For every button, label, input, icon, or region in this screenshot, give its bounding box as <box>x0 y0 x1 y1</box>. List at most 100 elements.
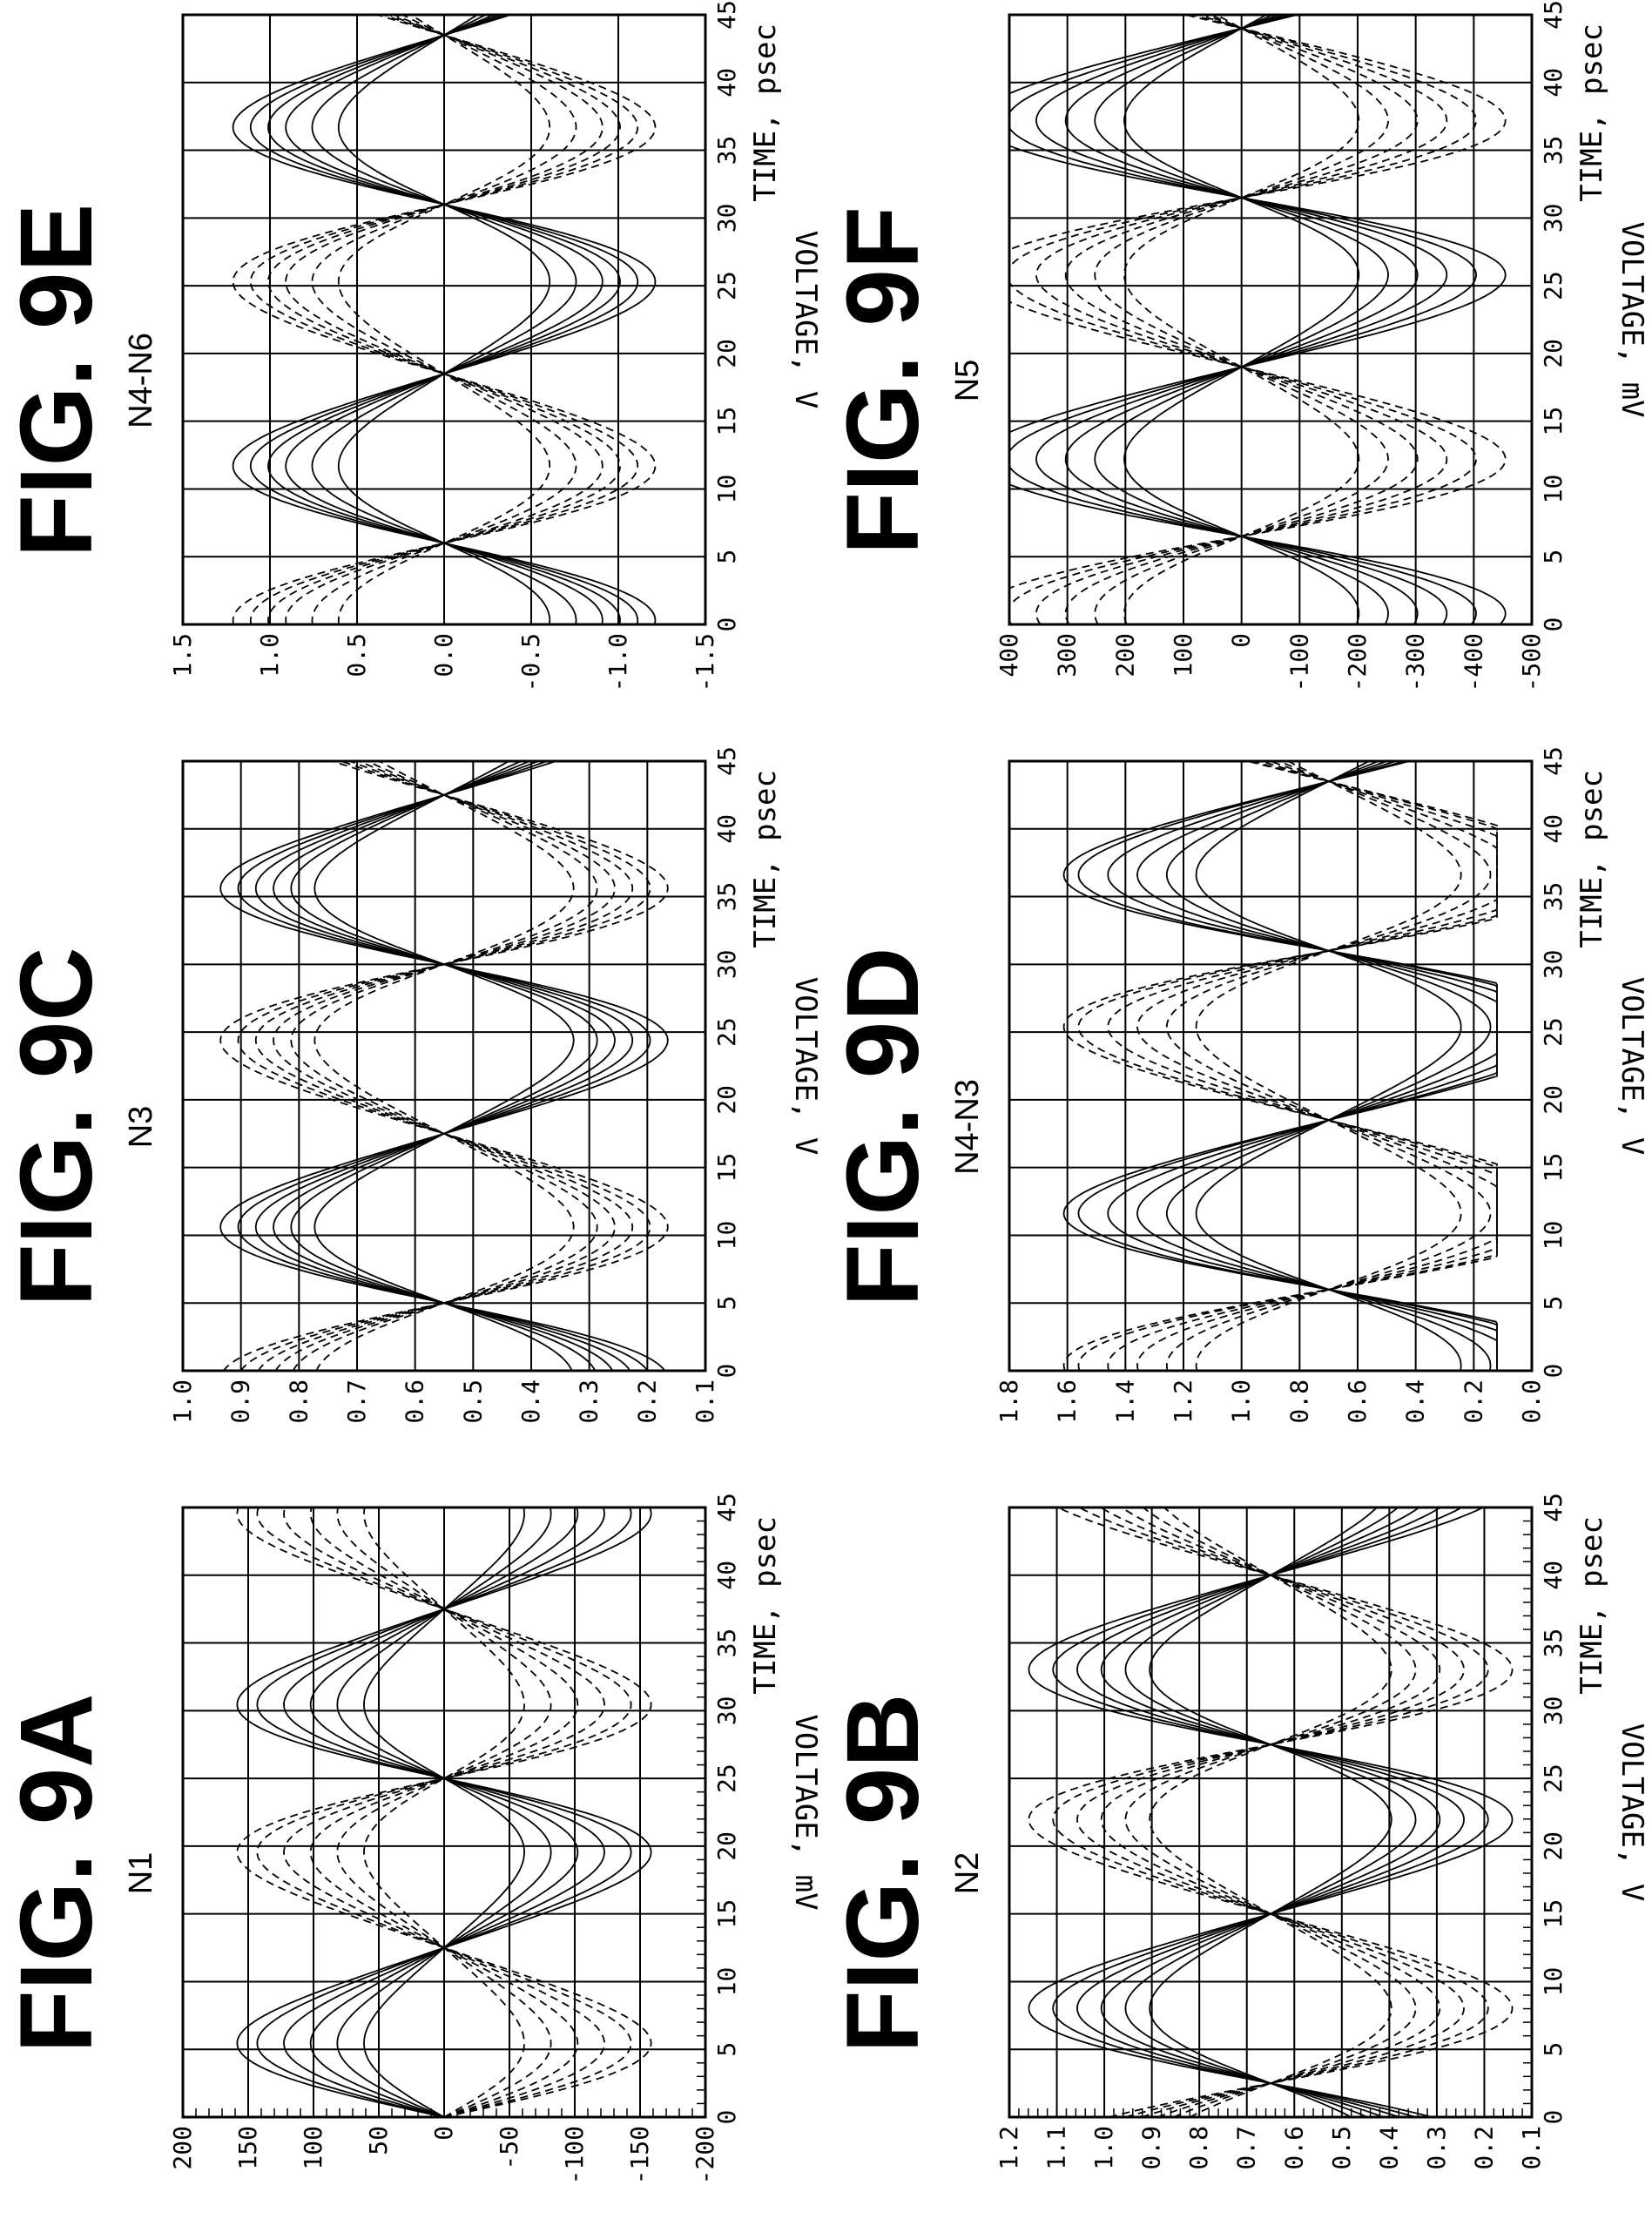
figure-9c: FIG. 9C N3 0 5 10 15 20 25 30 35 40 45 1.0 0.9 0.8 0.… <box>0 746 826 1493</box>
y-tick-label: 0.4 <box>516 1379 545 1424</box>
solid-waveform-line <box>1076 1507 1465 2117</box>
x-tick-label: 40 <box>712 1561 741 1590</box>
waveform-group <box>219 761 669 1371</box>
y-tick-label: 1.4 <box>1110 1379 1139 1424</box>
y-tick-label: 0.7 <box>342 1379 371 1424</box>
solid-waveform-line <box>1035 15 1448 624</box>
x-tick-label: 30 <box>1539 949 1568 979</box>
x-tick-label: 45 <box>712 1493 741 1522</box>
y-axis-label: VOLTAGE, V <box>1615 977 1649 1156</box>
y-tick-label: 200 <box>168 2126 197 2170</box>
dashed-waveform-line <box>1195 761 1462 1371</box>
dashed-waveform-line <box>311 15 577 624</box>
plot-area: 0 5 10 15 20 25 30 35 40 45 200 150 100 50 0 -50 -100 -15… <box>165 1493 826 2239</box>
y-tick-label: 1.8 <box>995 1379 1023 1424</box>
x-tick-label: 35 <box>712 882 741 912</box>
y-tick-label: -100 <box>1285 633 1313 691</box>
plot-area: 0 5 10 15 20 25 30 35 40 45 1.8 1.6 1.4 1.2 1.0 0.8 0.6 0… <box>992 746 1652 1493</box>
solid-waveform-line <box>1165 761 1492 1371</box>
y-tick-label: -100 <box>560 2126 589 2184</box>
y-axis-label: VOLTAGE, V <box>788 977 823 1156</box>
dashed-waveform-line <box>337 15 551 624</box>
y-tick-label: 0.3 <box>575 1379 603 1424</box>
y-tick-label: 0.1 <box>1517 2126 1546 2170</box>
x-tick-label: 40 <box>712 814 741 844</box>
figure-subtitle: N5 <box>949 359 986 402</box>
dashed-waveform-line <box>1064 15 1419 624</box>
plot-frame <box>1008 1506 1534 2119</box>
plot-frame <box>181 13 707 626</box>
dashed-waveform-line <box>273 761 616 1371</box>
y-tick-label: 0 <box>429 2126 458 2141</box>
solid-waveform-line <box>1136 761 1498 1371</box>
dashed-waveform-line <box>336 1507 552 2117</box>
dashed-waveform-line <box>1028 1507 1514 2117</box>
x-axis-label: TIME, psec <box>1574 24 1609 202</box>
x-tick-label: 30 <box>712 203 741 233</box>
y-tick-label: -150 <box>625 2126 654 2184</box>
y-tick-label: 1.5 <box>168 633 197 678</box>
solid-waveform-line <box>1052 1507 1489 2117</box>
x-tick-label: 10 <box>1539 1221 1568 1251</box>
dashed-waveform-line <box>1009 15 1477 624</box>
y-tick-label: 150 <box>233 2126 262 2170</box>
x-tick-label: 35 <box>1539 136 1568 165</box>
y-axis-label: VOLTAGE, V <box>1615 1723 1649 1902</box>
solid-waveform-line <box>1195 761 1462 1371</box>
x-tick-label: 35 <box>712 1629 741 1658</box>
solid-waveform-line <box>1062 761 1498 1371</box>
x-tick-label: 0 <box>1539 617 1568 632</box>
chart-svg: 0 5 10 15 20 25 30 35 40 45 1.2 1.1 1.0 0.9 0.8 0.7 0.6 0… <box>995 1493 1649 2170</box>
y-tick-label: 0.3 <box>1422 2126 1451 2170</box>
y-tick-label: 0.5 <box>458 1379 487 1424</box>
x-tick-label: 25 <box>712 1764 741 1793</box>
x-tick-label: 20 <box>1539 1085 1568 1115</box>
x-tick-label: 5 <box>712 1296 741 1311</box>
x-tick-label: 25 <box>1539 1764 1568 1793</box>
x-axis-label: TIME, psec <box>748 24 783 202</box>
y-tick-label: 0.7 <box>1232 2126 1261 2170</box>
x-tick-label: 15 <box>1539 1899 1568 1929</box>
solid-waveform-line <box>1107 761 1498 1371</box>
figure-subtitle: N4-N6 <box>123 333 159 428</box>
figure-subtitle: N2 <box>949 1851 986 1895</box>
dashed-waveform-line <box>237 761 651 1371</box>
x-tick-label: 30 <box>1539 1696 1568 1725</box>
dashed-waveform-line <box>249 15 639 624</box>
x-tick-label: 10 <box>1539 475 1568 504</box>
solid-waveform-line <box>1064 15 1419 624</box>
dashed-waveform-line <box>236 1507 652 2117</box>
x-tick-label: 20 <box>712 1831 741 1861</box>
y-tick-label: 0.2 <box>632 1379 661 1424</box>
y-tick-label: 100 <box>299 2126 327 2170</box>
x-tick-label: 5 <box>712 550 741 564</box>
dashed-waveform-line <box>285 15 603 624</box>
figure-title: FIG. 9E <box>0 203 114 558</box>
solid-waveform-line <box>273 761 616 1371</box>
x-tick-label: 25 <box>712 1017 741 1047</box>
y-tick-label: 300 <box>1053 633 1082 678</box>
figure-9b: FIG. 9B N2 0 5 10 15 20 25 30 35 40 45 1.2 1.1 1.0 0.… <box>826 1493 1652 2239</box>
y-tick-label: 0.9 <box>1137 2126 1166 2170</box>
solid-waveform-line <box>337 15 551 624</box>
dashed-waveform-line <box>219 761 669 1371</box>
dashed-waveform-line <box>290 761 598 1371</box>
solid-waveform-line <box>1123 15 1360 624</box>
waveform-group <box>232 15 657 624</box>
x-tick-label: 30 <box>1539 203 1568 233</box>
dashed-waveform-line <box>267 15 621 624</box>
x-tick-label: 30 <box>712 1696 741 1725</box>
y-tick-label: 0 <box>1227 633 1256 648</box>
x-tick-label: 0 <box>712 617 741 632</box>
y-tick-label: -200 <box>1343 633 1372 691</box>
y-axis-label: VOLTAGE, V <box>788 231 823 409</box>
x-tick-label: 40 <box>1539 1561 1568 1590</box>
y-axis-label: VOLTAGE, mV <box>1615 221 1649 417</box>
solid-waveform-line <box>237 761 651 1371</box>
waveform-group <box>236 1507 652 2117</box>
x-tick-label: 10 <box>712 1221 741 1251</box>
dashed-waveform-line <box>1035 15 1448 624</box>
figure-title: FIG. 9A <box>0 1693 114 2054</box>
figure-9e: FIG. 9E N4-N6 0 5 10 15 20 25 30 35 40 45 1.5 1.0 0.… <box>0 0 826 746</box>
